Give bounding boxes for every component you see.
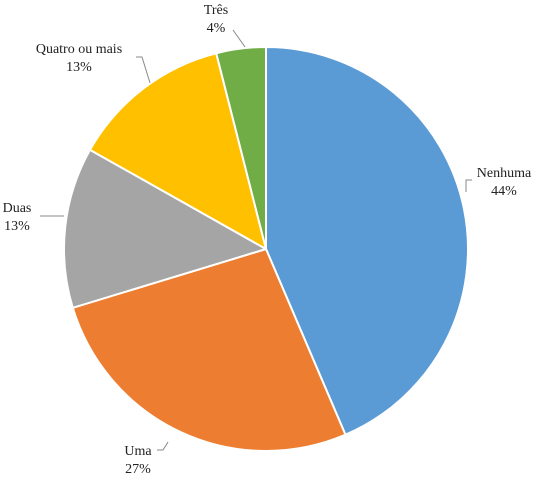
leader-quatro-ou-mais <box>136 56 151 84</box>
label-pct-duas: 13% <box>4 219 30 234</box>
pie-slice-tres <box>215 46 267 250</box>
label-pct-tres: 4% <box>207 21 226 36</box>
label-pct-nenhuma: 44% <box>491 184 517 199</box>
label-name-duas: Duas <box>3 201 32 216</box>
label-pct-uma: 27% <box>125 462 151 477</box>
label-name-tres: Três <box>204 3 228 18</box>
label-name-uma: Uma <box>124 444 152 459</box>
label-name-quatro-ou-mais: Quatro ou mais <box>36 42 122 57</box>
pie-slices <box>63 46 469 452</box>
slice-labels: Nenhuma 44% Uma 27% Duas 13% Quatro ou m… <box>3 3 532 477</box>
pie-slice-nenhuma <box>265 46 469 436</box>
leader-uma <box>157 441 169 451</box>
leader-tres <box>232 29 246 48</box>
pie-slice-uma <box>71 248 347 452</box>
pie-slice-quatro-ou-mais <box>89 52 267 250</box>
label-pct-quatro-ou-mais: 13% <box>66 60 92 75</box>
leader-nenhuma <box>465 179 472 192</box>
pie-slice-duas <box>63 148 267 309</box>
label-name-nenhuma: Nenhuma <box>477 166 532 181</box>
leader-lines <box>40 29 472 451</box>
